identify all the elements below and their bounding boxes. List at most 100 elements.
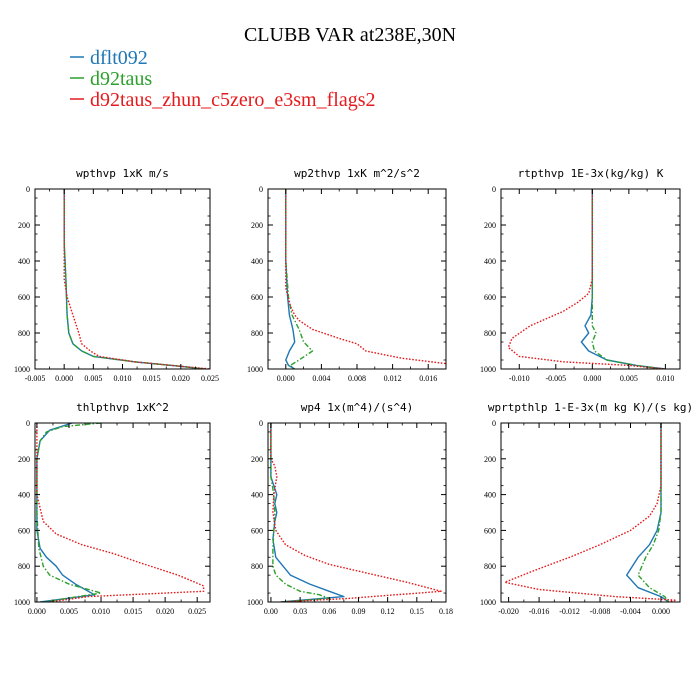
- y-tick-label: 1000: [480, 598, 496, 607]
- y-tick-label: 600: [484, 526, 496, 535]
- x-tick-label: 0.09: [351, 607, 365, 616]
- legend-label: dflt092: [90, 47, 148, 69]
- series-line-dflt092: [285, 189, 296, 369]
- x-tick-label: 0.004: [312, 374, 330, 383]
- series-group: [285, 189, 446, 369]
- y-tick-label: 0: [492, 185, 496, 194]
- x-tick-label: 0.000: [28, 607, 46, 616]
- x-tick-label: -0.020: [498, 607, 519, 616]
- legend-entry: d92taus: [70, 68, 152, 90]
- series-group: [504, 423, 677, 602]
- series-line-d92taus_zhun_c5zero_e3sm_flags2: [270, 423, 442, 602]
- series-group: [63, 189, 210, 369]
- series-line-d92taus_zhun_c5zero_e3sm_flags2: [507, 189, 666, 369]
- y-tick-label: 600: [251, 526, 263, 535]
- x-tick-label: 0.03: [293, 607, 307, 616]
- panel-title: wpthvp 1xK m/s: [76, 167, 169, 180]
- x-tick-label: 0.12: [381, 607, 395, 616]
- panel-title: wp2thvp 1xK m^2/s^2: [294, 167, 420, 180]
- y-tick-label: 600: [18, 293, 30, 302]
- y-tick-label: 400: [251, 491, 263, 500]
- y-tick-label: 400: [484, 491, 496, 500]
- legend-label: d92taus: [90, 68, 152, 90]
- y-tick-label: 400: [18, 491, 30, 500]
- series-line-d92taus: [285, 189, 314, 369]
- y-tick-label: 200: [18, 455, 30, 464]
- y-tick-label: 200: [251, 221, 263, 230]
- x-tick-label: 0.000: [652, 607, 670, 616]
- legend-entry: dflt092: [70, 47, 148, 69]
- x-tick-label: 0.005: [84, 374, 102, 383]
- y-tick-label: 0: [259, 419, 263, 428]
- y-tick-label: 200: [251, 455, 263, 464]
- y-tick-label: 600: [484, 293, 496, 302]
- y-tick-label: 0: [492, 419, 496, 428]
- y-tick-label: 200: [484, 455, 496, 464]
- panel-title: wprtpthlp 1-E-3x(m kg K)/(s kg): [488, 401, 693, 414]
- x-tick-label: 0.000: [583, 374, 601, 383]
- y-tick-label: 200: [484, 221, 496, 230]
- x-tick-label: -0.005: [25, 374, 46, 383]
- x-tick-label: -0.016: [529, 607, 550, 616]
- x-tick-label: 0.016: [419, 374, 437, 383]
- y-tick-label: 1000: [480, 365, 496, 374]
- x-tick-label: -0.005: [545, 374, 566, 383]
- x-tick-label: 0.008: [348, 374, 366, 383]
- y-tick-label: 1000: [14, 365, 30, 374]
- x-tick-label: 0.00: [264, 607, 278, 616]
- x-tick-label: -0.010: [509, 374, 530, 383]
- x-tick-label: 0.010: [114, 374, 132, 383]
- y-tick-label: 1000: [247, 365, 263, 374]
- x-tick-label: 0.020: [156, 607, 174, 616]
- x-tick-label: 0.010: [92, 607, 110, 616]
- y-tick-label: 400: [18, 257, 30, 266]
- x-tick-label: 0.025: [201, 374, 219, 383]
- x-tick-label: 0.015: [143, 374, 161, 383]
- y-tick-label: 0: [259, 185, 263, 194]
- panel-1: wpthvp 1xK m/s 0 200 400 600 800 1000-0.005 0.0…: [14, 167, 219, 383]
- legend: dflt092d92tausd92taus_zhun_c5zero_e3sm_f…: [70, 47, 375, 111]
- series-group: [507, 189, 666, 369]
- x-tick-label: -0.004: [620, 607, 641, 616]
- x-tick-label: -0.008: [590, 607, 611, 616]
- plot-frame: [267, 422, 447, 603]
- y-tick-label: 0: [26, 419, 30, 428]
- panel-title: wp4 1x(m^4)/(s^4): [301, 401, 414, 414]
- x-tick-label: 0.000: [55, 374, 73, 383]
- y-tick-label: 800: [251, 562, 263, 571]
- series-line-d92taus: [63, 189, 205, 369]
- x-tick-label: 0.012: [384, 374, 402, 383]
- y-tick-label: 0: [26, 185, 30, 194]
- y-tick-label: 400: [484, 257, 496, 266]
- panel-2: wp2thvp 1xK m^2/s^2 0 200 400 600 800 1000 0.00…: [247, 167, 447, 383]
- series-line-d92taus: [36, 423, 102, 602]
- y-tick-label: 800: [251, 329, 263, 338]
- y-tick-label: 800: [18, 329, 30, 338]
- x-tick-label: 0.18: [439, 607, 453, 616]
- x-tick-label: 0.010: [656, 374, 674, 383]
- figure-title: CLUBB VAR at238E,30N: [244, 24, 456, 46]
- plot-frame: [500, 188, 681, 370]
- y-tick-label: 200: [18, 221, 30, 230]
- series-line-d92taus_zhun_c5zero_e3sm_flags2: [63, 189, 210, 369]
- plot-frame: [500, 422, 681, 603]
- panel-title: thlpthvp 1xK^2: [76, 401, 169, 414]
- x-tick-label: 0.005: [620, 374, 638, 383]
- y-tick-label: 800: [484, 562, 496, 571]
- series-line-d92taus_zhun_c5zero_e3sm_flags2: [504, 423, 677, 602]
- y-tick-label: 800: [18, 562, 30, 571]
- legend-label: d92taus_zhun_c5zero_e3sm_flags2: [90, 89, 375, 111]
- panel-title: rtpthvp 1E-3x(kg/kg) K: [518, 167, 664, 180]
- y-tick-label: 1000: [14, 598, 30, 607]
- x-tick-label: 0.000: [277, 374, 295, 383]
- series-line-d92taus_zhun_c5zero_e3sm_flags2: [285, 189, 446, 365]
- y-tick-label: 400: [251, 257, 263, 266]
- y-tick-label: 600: [251, 293, 263, 302]
- x-tick-label: 0.005: [60, 607, 78, 616]
- y-tick-label: 800: [484, 329, 496, 338]
